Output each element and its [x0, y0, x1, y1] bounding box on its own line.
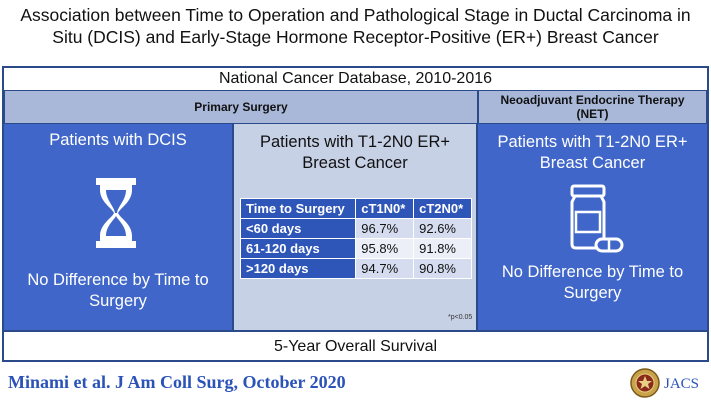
dcis-panel-title: Patients with DCIS	[49, 131, 187, 149]
hourglass-icon	[96, 178, 136, 248]
cell-ct2n0: 91.8%	[413, 238, 472, 259]
net-panel: Patients with T1-2N0 ER+ Breast Cancer N…	[478, 124, 707, 330]
cell-ct1n0: 96.7%	[355, 218, 415, 239]
cell-ct2n0: 92.6%	[413, 218, 472, 239]
dcis-result: No Difference by Time to Surgery	[27, 271, 209, 310]
database-banner: National Cancer Database, 2010-2016	[4, 68, 707, 90]
net-result: No Difference by Time to Surgery	[501, 263, 684, 302]
title-line-1: Association between Time to Operation an…	[20, 5, 691, 25]
survival-table: Time to Surgery cT1N0* cT2N0* <60 days 9…	[239, 198, 472, 279]
net-header: Neoadjuvant Endocrine Therapy (NET)	[478, 90, 707, 124]
pill-bottle-icon	[570, 184, 624, 253]
dcis-panel: Patients with DCIS No Difference by Time…	[4, 124, 232, 330]
row-label: <60 days	[239, 218, 357, 239]
er-primary-surgery-panel: Patients with T1-2N0 ER+ Breast Cancer T…	[232, 124, 478, 330]
row-label: >120 days	[239, 258, 357, 279]
title-line-2: Situ (DCIS) and Early-Stage Hormone Rece…	[52, 27, 659, 47]
citation: Minami et al. J Am Coll Surg, October 20…	[8, 372, 346, 392]
cell-ct1n0: 95.8%	[355, 238, 415, 259]
header-ct1n0: cT1N0*	[355, 198, 415, 219]
table-row: >120 days 94.7% 90.8%	[239, 258, 472, 279]
cell-ct1n0: 94.7%	[355, 258, 415, 279]
header-ct2n0: cT2N0*	[413, 198, 472, 219]
net-panel-title: Patients with T1-2N0 ER+ Breast Cancer	[497, 133, 688, 172]
header-time-to-surgery: Time to Surgery	[239, 198, 357, 219]
survival-table-header-row: Time to Surgery cT1N0* cT2N0*	[239, 198, 472, 219]
graphical-abstract-title: Association between Time to Operation an…	[0, 4, 711, 48]
table-row: 61-120 days 95.8% 91.8%	[239, 238, 472, 259]
cell-ct2n0: 90.8%	[413, 258, 472, 279]
er-panel-title: Patients with T1-2N0 ER+ Breast Cancer	[260, 133, 450, 172]
row-label: 61-120 days	[239, 238, 357, 259]
jacs-seal-icon	[630, 368, 660, 398]
significance-note: *p<0.05	[448, 314, 473, 321]
journal-name: JACS	[664, 376, 700, 392]
outcome-label: 5-Year Overall Survival	[4, 330, 707, 360]
table-row: <60 days 96.7% 92.6%	[239, 218, 472, 239]
primary-surgery-header: Primary Surgery	[4, 90, 478, 124]
